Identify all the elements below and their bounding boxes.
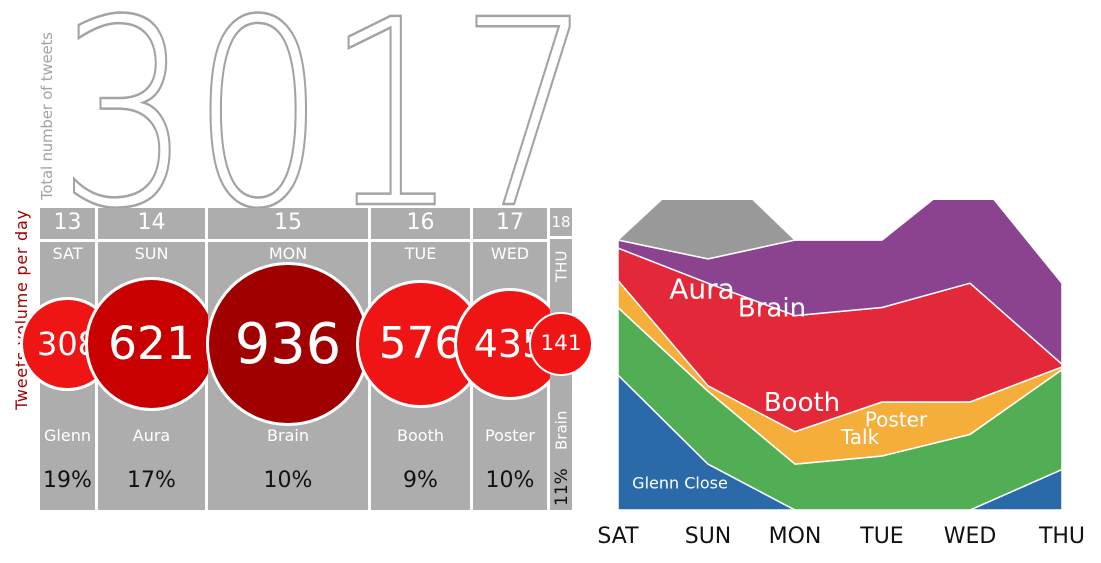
- day-name: THU: [552, 251, 570, 283]
- day-name: TUE: [404, 244, 437, 263]
- top-topic: Glenn: [44, 426, 91, 445]
- date-divider: [550, 236, 572, 239]
- top-topic: Poster: [485, 426, 535, 445]
- day-date: 18: [551, 213, 571, 231]
- day-date: 14: [137, 210, 166, 235]
- volume-bubble: 936: [206, 262, 370, 426]
- x-tick-label: THU: [1038, 524, 1085, 549]
- day-name: MON: [268, 244, 308, 263]
- stream-layers: [617, 200, 1063, 511]
- stream-label: Glenn Close: [632, 474, 728, 493]
- day-date: 17: [496, 210, 524, 235]
- x-tick-label: SAT: [597, 524, 639, 549]
- top-topic: Brain: [267, 426, 309, 445]
- svg-text:Total number of tweets: Total number of tweets: [38, 32, 56, 200]
- stream-x-axis: SAT SUN MON TUE WED THU: [597, 524, 1085, 549]
- svg-text:Tweets volume per day: Tweets volume per day: [12, 210, 31, 411]
- stream-label: Poster: [865, 408, 928, 432]
- volume-bubble: 141: [529, 312, 593, 376]
- day-date: 15: [274, 210, 302, 235]
- day-date: 16: [406, 210, 435, 235]
- top-topic-share: 17%: [127, 468, 176, 493]
- stream-label: Talk: [840, 425, 880, 449]
- x-tick-label: MON: [769, 524, 822, 549]
- date-divider: [40, 239, 95, 242]
- day-column-thu: 141 THU Brain 11% 18: [529, 208, 593, 510]
- total-tweets-value: 3017: [58, 6, 593, 216]
- stream-label: Booth: [764, 388, 840, 418]
- top-topic-share: 19%: [43, 468, 92, 493]
- x-tick-label: SUN: [685, 524, 732, 549]
- day-column-tue: 16 TUE 576 Booth 9%: [356, 208, 485, 510]
- date-divider: [371, 239, 470, 242]
- top-topic-share: 10%: [485, 468, 535, 493]
- volume-per-day-label: Tweets volume per day: [12, 210, 31, 411]
- day-name: SAT: [52, 244, 83, 263]
- thu-column-labels: THU Brain 11%: [552, 251, 572, 506]
- day-date: 13: [53, 210, 82, 235]
- x-tick-label: TUE: [859, 524, 903, 549]
- top-topic: Booth: [397, 426, 444, 445]
- date-divider: [208, 239, 368, 242]
- stream-layer-aura: [617, 200, 1063, 284]
- volume-bubble: 621: [84, 277, 219, 411]
- day-name: SUN: [134, 244, 169, 263]
- day-name: WED: [490, 244, 530, 263]
- day-column-mon: 15 MON 936 Brain 10%: [206, 208, 370, 510]
- stream-label: Brain: [738, 294, 806, 324]
- day-column-sun: 14 SUN 621 Aura 17%: [84, 208, 219, 510]
- top-topic-share: 10%: [263, 468, 313, 493]
- volume-bubble: 576: [356, 279, 485, 409]
- stream-label: Aura: [669, 272, 735, 305]
- top-topic: Aura: [132, 426, 171, 445]
- top-topic-share: 9%: [403, 468, 438, 493]
- date-divider: [473, 239, 547, 242]
- date-divider: [98, 239, 205, 242]
- x-tick-label: WED: [944, 524, 997, 549]
- top-topic-share: 11%: [552, 468, 572, 506]
- total-tweets-number: 3017: [58, 6, 594, 216]
- total-tweets-label: Total number of tweets: [38, 32, 56, 200]
- top-topic: Brain: [552, 411, 570, 450]
